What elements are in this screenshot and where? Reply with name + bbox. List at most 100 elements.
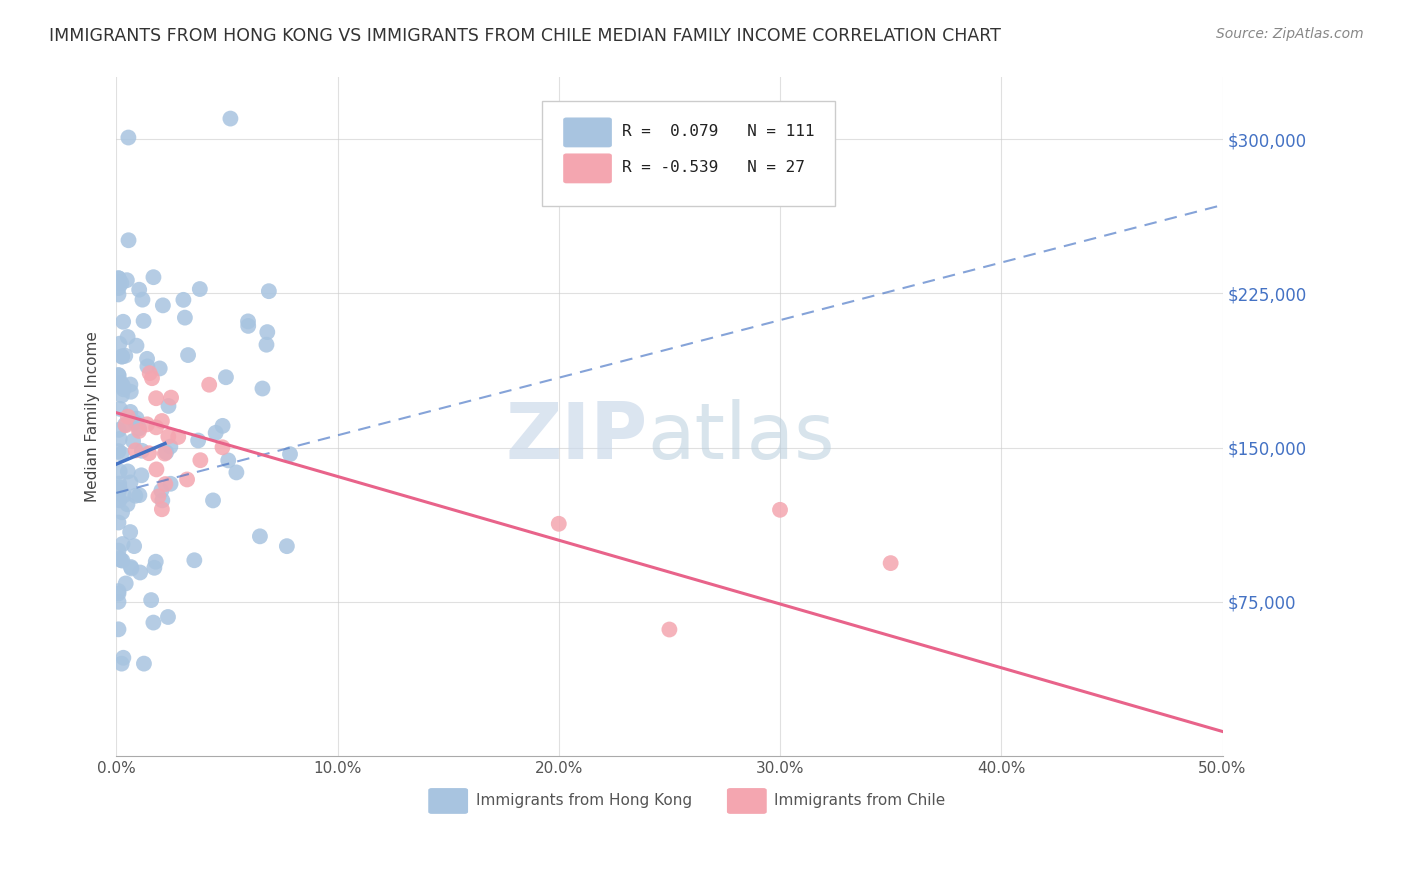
Point (117, 330, 139, 344)
Point (108, 551, 131, 566)
Point (111, 537, 134, 551)
Point (145, 555, 167, 569)
Point (177, 348, 200, 362)
Point (142, 270, 165, 285)
Point (202, 493, 225, 508)
Point (174, 310, 197, 325)
Point (217, 453, 239, 467)
Point (107, 584, 129, 599)
Point (153, 446, 176, 460)
Point (252, 382, 274, 396)
Point (124, 416, 146, 430)
FancyBboxPatch shape (564, 153, 612, 184)
Point (114, 349, 136, 363)
Point (120, 475, 142, 490)
Point (143, 561, 166, 575)
Text: Source: ZipAtlas.com: Source: ZipAtlas.com (1216, 27, 1364, 41)
Point (111, 349, 134, 363)
Point (111, 505, 134, 519)
Point (187, 434, 209, 448)
Point (108, 480, 131, 494)
Point (120, 560, 142, 574)
Point (107, 287, 129, 301)
Point (112, 488, 135, 502)
Point (122, 434, 145, 448)
Point (145, 420, 167, 434)
Point (204, 425, 226, 440)
Point (120, 377, 142, 392)
Point (120, 525, 142, 540)
Point (236, 314, 259, 328)
Point (131, 293, 153, 307)
Point (111, 388, 134, 402)
Point (150, 502, 173, 516)
Point (107, 444, 129, 458)
Point (149, 361, 172, 376)
Y-axis label: Median Family Income: Median Family Income (86, 331, 100, 502)
Point (225, 466, 247, 480)
Point (108, 476, 131, 491)
Point (155, 477, 177, 491)
Point (120, 561, 142, 575)
Point (159, 440, 181, 454)
Point (157, 399, 180, 413)
Point (156, 610, 179, 624)
Point (136, 417, 159, 432)
Point (125, 339, 148, 353)
Point (107, 484, 129, 499)
Point (176, 473, 198, 487)
Point (167, 430, 190, 444)
Point (150, 483, 173, 498)
Point (879, 556, 901, 570)
Point (108, 401, 131, 416)
Point (215, 370, 238, 384)
Point (107, 492, 129, 507)
Text: Immigrants from Chile: Immigrants from Chile (775, 793, 946, 808)
Point (125, 411, 148, 425)
Point (219, 112, 242, 126)
Point (128, 488, 150, 502)
FancyBboxPatch shape (429, 788, 468, 814)
Text: IMMIGRANTS FROM HONG KONG VS IMMIGRANTS FROM CHILE MEDIAN FAMILY INCOME CORRELAT: IMMIGRANTS FROM HONG KONG VS IMMIGRANTS … (49, 27, 1001, 45)
Point (108, 423, 131, 437)
Point (108, 432, 131, 446)
Point (138, 366, 160, 380)
Point (141, 371, 163, 385)
Point (117, 409, 139, 424)
Point (117, 497, 139, 511)
Point (114, 576, 136, 591)
Point (145, 391, 167, 405)
FancyBboxPatch shape (727, 788, 766, 814)
Point (157, 429, 180, 443)
FancyBboxPatch shape (543, 101, 835, 206)
Point (124, 489, 146, 503)
Point (547, 516, 569, 531)
Point (160, 391, 183, 405)
Point (120, 384, 142, 399)
Point (132, 657, 155, 671)
Point (141, 593, 163, 607)
Text: ZIP: ZIP (505, 400, 647, 475)
Point (658, 623, 681, 637)
Point (114, 417, 136, 432)
Point (136, 351, 159, 366)
Text: atlas: atlas (647, 400, 835, 475)
Point (122, 539, 145, 553)
Point (256, 325, 278, 339)
Point (211, 440, 233, 454)
Point (159, 476, 181, 491)
Text: Immigrants from Hong Kong: Immigrants from Hong Kong (475, 793, 692, 808)
Point (107, 483, 129, 497)
Text: R =  0.079   N = 111: R = 0.079 N = 111 (621, 124, 814, 139)
Point (111, 447, 134, 461)
Point (172, 293, 194, 307)
Point (238, 318, 260, 333)
Point (120, 405, 142, 419)
Point (145, 462, 167, 476)
Point (198, 377, 221, 392)
Point (131, 443, 153, 458)
Point (107, 368, 129, 382)
Point (257, 284, 280, 298)
Point (110, 657, 132, 671)
Point (112, 382, 135, 396)
